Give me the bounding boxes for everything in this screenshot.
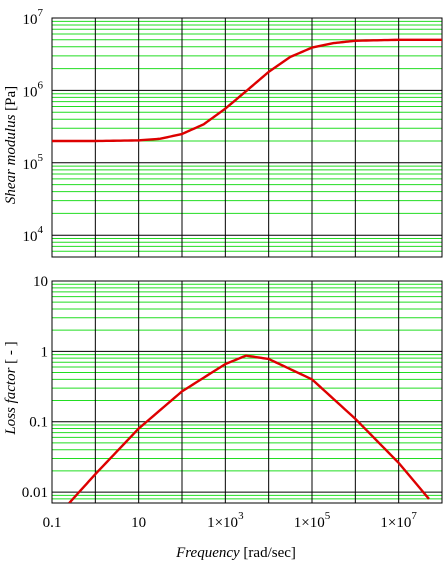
shear-curve	[52, 38, 442, 143]
loss-ytick-label: 10	[33, 274, 48, 290]
xtick-label: 0.1	[43, 515, 62, 531]
shear-plot-frame	[51, 17, 443, 258]
loss-factor-panel: 0.01 0.1 1 10	[22, 274, 443, 504]
xtick-label: 10	[131, 515, 146, 531]
loss-ytick-label: 0.1	[29, 415, 48, 431]
frequency-axis: 0.1 10 1×103 1×105 1×107	[43, 510, 418, 531]
bottom-ylabel: Loss factor [ - ]	[3, 341, 19, 435]
shear-ytick-label: 107	[23, 7, 44, 28]
shear-ytick-label: 106	[23, 79, 44, 100]
xtick-label: 1×105	[294, 510, 331, 531]
shear-ytick-label: 104	[23, 224, 44, 245]
loss-curve	[68, 354, 430, 503]
loss-plot-frame	[51, 280, 443, 504]
x-axis-label: Frequency [rad/sec]	[175, 545, 296, 561]
loss-ytick-label: 1	[41, 344, 49, 360]
xtick-label: 1×103	[207, 510, 244, 531]
top-ylabel: Shear modulus [Pa]	[3, 86, 19, 204]
xtick-label: 1×107	[380, 510, 417, 531]
shear-modulus-panel: 104 105 106 107	[23, 7, 443, 258]
shear-ytick-label: 105	[23, 152, 44, 173]
loss-ytick-label: 0.01	[22, 485, 48, 501]
